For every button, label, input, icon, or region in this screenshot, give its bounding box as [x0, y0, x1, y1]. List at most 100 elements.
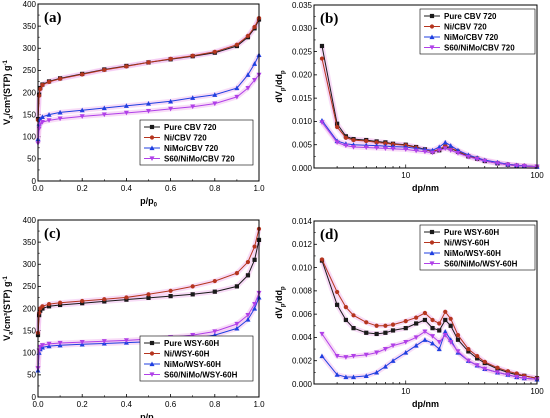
legend-entry: Pure WSY-60H	[444, 228, 499, 237]
data-point	[390, 328, 396, 333]
data-point	[422, 317, 428, 323]
series-line	[321, 122, 538, 168]
y-axis-label: Va/cm³(STP) g-1	[2, 59, 15, 124]
data-point	[350, 144, 357, 150]
y-tick-label: 0	[32, 177, 37, 186]
data-point	[448, 148, 454, 153]
data-point	[57, 116, 63, 122]
data-point	[436, 148, 442, 153]
y-tick-label: 300	[23, 260, 37, 269]
data-point	[494, 161, 501, 166]
data-point	[212, 289, 217, 294]
data-point	[514, 374, 520, 380]
data-point	[363, 145, 369, 151]
series-2	[35, 226, 262, 335]
data-point	[146, 295, 151, 300]
data-point	[430, 317, 435, 323]
legend-marker	[149, 361, 155, 367]
data-point	[390, 343, 396, 349]
y-tick-label: 400	[23, 216, 37, 225]
series-line	[321, 331, 538, 380]
data-point	[252, 24, 257, 30]
data-point	[168, 56, 173, 61]
legend-entry: NiMo/WSY-60H	[164, 360, 221, 369]
data-point	[390, 322, 396, 327]
data-point	[448, 339, 454, 345]
data-point	[437, 321, 442, 326]
data-point	[436, 339, 442, 345]
data-point	[382, 364, 388, 369]
data-point	[245, 313, 251, 318]
y-tick-label: 50	[27, 155, 36, 164]
data-point	[482, 359, 487, 364]
legend-entry: Ni/WSY-60H	[444, 239, 490, 248]
data-point	[252, 305, 258, 311]
data-point	[40, 306, 45, 311]
data-point	[145, 108, 152, 114]
data-point	[46, 118, 52, 123]
data-point	[343, 355, 349, 360]
data-point	[79, 107, 85, 113]
legend-entry: S60/NiMo/CBV 720	[444, 44, 515, 53]
data-point	[37, 122, 43, 127]
data-point	[212, 49, 217, 54]
data-point	[364, 138, 369, 144]
plot-frame	[37, 219, 260, 398]
data-point	[455, 349, 461, 354]
data-point	[123, 110, 129, 116]
chart-panel-3: 0 50 100 150 200 250 300 350 400 0.0 0.2 0.4 0.6 0.8 1…	[2, 216, 265, 418]
data-point	[245, 85, 251, 91]
legend-marker	[149, 156, 155, 162]
data-point	[80, 72, 85, 77]
data-point	[442, 329, 448, 334]
y-tick-label: 0	[32, 393, 37, 402]
legend-marker	[149, 340, 155, 346]
data-point	[413, 343, 419, 348]
data-point	[168, 288, 173, 293]
data-point	[413, 335, 419, 340]
data-point	[334, 353, 340, 359]
legend-marker	[429, 24, 435, 29]
data-point	[455, 150, 461, 156]
y-tick-label: 0.014	[292, 217, 313, 226]
panel-label: (d)	[320, 227, 338, 243]
x-tick-label: 100	[530, 387, 544, 396]
legend-marker	[429, 229, 435, 235]
data-point	[465, 358, 471, 364]
data-point	[343, 135, 349, 140]
data-point	[234, 271, 239, 276]
y-tick-label: 100	[23, 349, 37, 358]
data-point	[146, 60, 151, 65]
x-tick-label: 0.8	[209, 184, 221, 193]
data-point	[190, 95, 196, 100]
y-tick-label: 0.010	[292, 117, 313, 126]
data-point	[212, 92, 218, 97]
y-tick-label: 0.035	[292, 1, 313, 10]
data-point	[436, 346, 442, 352]
data-point	[57, 109, 63, 115]
data-point	[40, 304, 45, 309]
legend-marker	[429, 250, 435, 256]
data-point	[245, 273, 251, 278]
data-point	[334, 140, 340, 145]
legend-entry: Ni/CBV 720	[444, 23, 487, 32]
y-tick-label: 350	[23, 22, 37, 31]
x-tick-label: 1.0	[253, 400, 265, 409]
data-point	[495, 365, 500, 370]
plot-frame	[313, 220, 538, 385]
y-tick-label: 150	[23, 326, 37, 335]
data-point	[252, 257, 257, 262]
data-point	[374, 323, 379, 328]
data-point	[38, 86, 43, 92]
data-point	[422, 149, 428, 155]
data-point	[80, 301, 85, 306]
data-point	[212, 101, 218, 107]
data-point	[466, 349, 471, 354]
data-point	[383, 330, 388, 335]
data-point	[475, 353, 480, 359]
data-point	[46, 301, 52, 307]
data-point	[430, 326, 435, 331]
y-tick-label: 0.020	[292, 71, 313, 80]
